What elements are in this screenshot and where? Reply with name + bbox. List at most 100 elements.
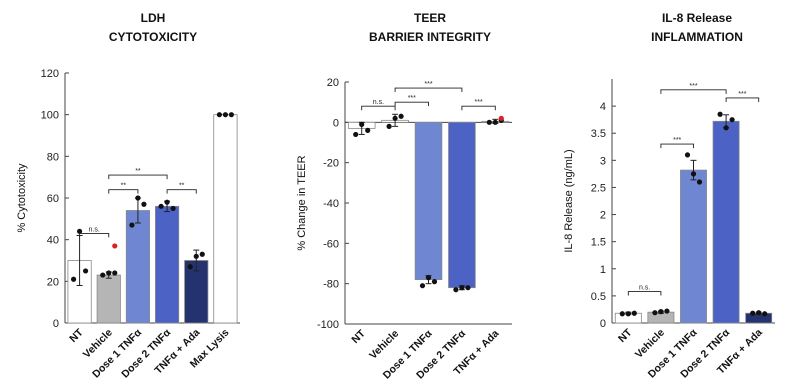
bar xyxy=(96,274,121,324)
data-point xyxy=(658,309,664,315)
data-point xyxy=(199,251,205,257)
y-tick-label: 40 xyxy=(47,235,59,247)
chart-title: LDH xyxy=(141,11,166,25)
y-tick-label: 0.5 xyxy=(591,291,606,303)
data-point xyxy=(750,310,756,316)
chart-panel-2: TEER BARRIER INTEGRITY -100 -80 -60 -40 -20 0 20… xyxy=(296,11,512,382)
y-axis-label: % Change in TEER xyxy=(296,155,308,250)
data-point xyxy=(453,287,459,293)
data-point xyxy=(425,275,432,281)
significance-bracket xyxy=(461,105,496,111)
data-point xyxy=(398,113,404,119)
significance-label: ** xyxy=(135,168,141,175)
data-point xyxy=(684,152,691,158)
data-point xyxy=(158,203,164,209)
data-point xyxy=(762,311,768,317)
y-tick-label: 2.5 xyxy=(591,182,606,194)
y-tick-label: 0 xyxy=(53,318,59,330)
y-tick-label: -100 xyxy=(317,319,339,331)
significance-label: n.s. xyxy=(639,285,650,292)
bar xyxy=(680,169,707,324)
y-tick-label: -40 xyxy=(323,198,339,210)
y-tick-label: -60 xyxy=(323,238,339,250)
data-point xyxy=(216,112,223,118)
data-point xyxy=(392,115,398,121)
significance-bracket xyxy=(660,89,727,94)
data-point xyxy=(723,125,729,131)
chart-title: TEER xyxy=(414,11,446,25)
significance-label: n.s. xyxy=(89,226,100,233)
data-point xyxy=(170,205,176,212)
data-point xyxy=(106,270,112,276)
chart-subtitle: CYTOTOXICITY xyxy=(109,30,197,44)
outlier-point xyxy=(112,243,118,249)
significance-bracket xyxy=(725,97,760,102)
significance-label: *** xyxy=(689,83,697,90)
data-point xyxy=(100,272,106,278)
y-tick-label: 1.5 xyxy=(591,237,606,249)
y-tick-label: 20 xyxy=(327,77,339,89)
data-point xyxy=(431,279,438,285)
x-tick-label: NT xyxy=(67,326,86,345)
y-axis-label: % Cytotoxicity xyxy=(16,163,28,233)
significance-label: ** xyxy=(179,183,185,190)
data-point xyxy=(729,117,735,123)
bar xyxy=(213,114,238,324)
significance-label: *** xyxy=(673,137,681,144)
data-point xyxy=(164,199,170,205)
bar xyxy=(155,205,180,324)
y-tick-label: 1 xyxy=(600,264,606,276)
chart-subtitle: INFLAMMATION xyxy=(651,30,743,44)
data-point xyxy=(386,123,392,129)
data-point xyxy=(696,179,703,185)
significance-label: *** xyxy=(475,99,483,106)
chart-panel-1: LDH CYTOTOXICITY 0 20 40 60 80 100 120 % Cytotoxi… xyxy=(16,11,240,381)
data-point xyxy=(486,119,492,125)
data-point xyxy=(717,111,723,117)
bar xyxy=(712,120,740,324)
data-point xyxy=(141,201,147,207)
outlier-point xyxy=(498,115,504,121)
chart-panel-3: IL-8 Release INFLAMMATION 0 0.5 1 1.5 2 2.5 3 3.5… xyxy=(563,11,775,381)
bar xyxy=(448,121,476,289)
significance-bracket xyxy=(79,232,110,238)
y-tick-label: 4 xyxy=(600,101,606,113)
significance-bracket xyxy=(660,143,694,149)
data-point xyxy=(756,310,762,316)
data-point xyxy=(70,276,77,282)
significance-label: n.s. xyxy=(373,99,384,106)
data-point xyxy=(76,228,83,234)
data-point xyxy=(193,253,199,259)
chart-title: IL-8 Release xyxy=(662,11,732,25)
chart-subtitle: BARRIER INTEGRITY xyxy=(369,30,491,44)
significance-bracket xyxy=(394,87,463,93)
data-point xyxy=(690,171,697,177)
significance-bracket xyxy=(108,189,139,194)
significance-label: *** xyxy=(738,91,746,98)
data-point xyxy=(112,270,118,276)
bar xyxy=(414,121,443,281)
y-tick-label: 0 xyxy=(600,318,606,330)
data-point xyxy=(465,285,471,291)
y-tick-label: 0 xyxy=(333,117,339,129)
x-tick-label: NT xyxy=(616,326,635,345)
significance-bracket xyxy=(108,174,168,180)
data-point xyxy=(228,112,235,118)
data-point xyxy=(82,268,89,274)
significance-bracket xyxy=(166,189,197,194)
data-point xyxy=(353,131,359,138)
data-point xyxy=(664,308,670,314)
significance-label: *** xyxy=(424,81,432,88)
data-point xyxy=(187,264,193,270)
data-point xyxy=(365,127,371,133)
data-point xyxy=(459,285,465,291)
significance-bracket xyxy=(361,105,396,111)
y-tick-label: 3.5 xyxy=(591,128,606,140)
data-point xyxy=(619,311,625,317)
y-tick-label: 3 xyxy=(600,155,606,167)
y-tick-label: -20 xyxy=(323,158,339,170)
data-point xyxy=(652,310,658,316)
significance-bracket xyxy=(627,291,662,296)
data-point xyxy=(359,121,365,127)
